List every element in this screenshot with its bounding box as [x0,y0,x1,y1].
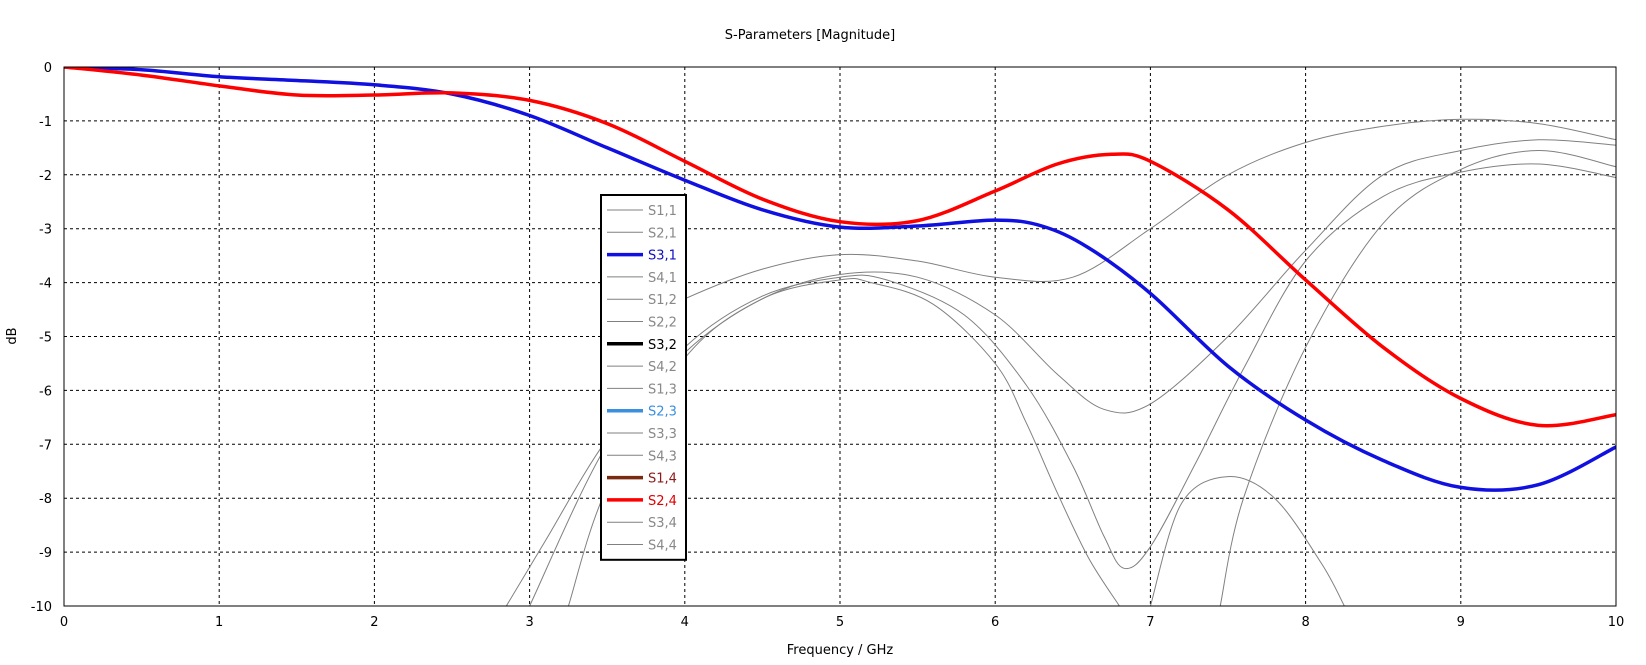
y-axis-label: dB [5,327,20,344]
legend-label: S4,2 [648,360,677,375]
x-tick-label: 5 [836,615,844,630]
legend-label: S2,3 [648,405,677,420]
legend-item-s3-3[interactable]: S3,3 [607,427,677,442]
x-tick-label: 6 [991,615,999,630]
chart-title: S-Parameters [Magnitude] [725,28,896,43]
legend-item-s3-4[interactable]: S3,4 [607,516,677,531]
legend-label: S3,2 [648,338,677,353]
y-tick-label: -2 [39,169,52,184]
legend-item-s1-1[interactable]: S1,1 [607,204,677,219]
y-tick-label: -6 [39,384,52,399]
x-tick-label: 7 [1146,615,1154,630]
legend-label: S3,4 [648,516,677,531]
y-tick-label: -9 [39,546,52,561]
x-axis-label: Frequency / GHz [787,643,894,658]
series-line-s2-2 [1219,149,1616,606]
legend-item-s1-2[interactable]: S1,2 [607,293,677,308]
y-tick-label: 0 [44,61,52,76]
legend-item-s4-2[interactable]: S4,2 [607,360,677,375]
legend-item-s4-1[interactable]: S4,1 [607,271,677,286]
legend-item-s3-2[interactable]: S3,2 [607,338,677,353]
plot-frame [63,66,1617,607]
legend-label: S1,2 [648,293,677,308]
y-tick-label: -8 [39,492,52,507]
x-tick-label: 8 [1301,615,1309,630]
legend-item-s2-3[interactable]: S2,3 [607,405,677,420]
legend-item-s3-1[interactable]: S3,1 [607,249,677,264]
y-tick-label: -1 [39,115,52,130]
legend-label: S4,3 [648,449,677,464]
tick-labels: 0 1 2 3 4 5 6 7 8 9 10 0 -1 -2 -3 -4 -5 -6 -7 -8 -9 -10 [31,61,1625,630]
series-line-s4-1 [529,139,1616,606]
legend-item-s1-4[interactable]: S1,4 [607,472,677,487]
legend-item-s4-3[interactable]: S4,3 [607,449,677,464]
x-tick-label: 3 [525,615,533,630]
x-tick-label: 0 [60,615,68,630]
series-line-s4-2 [1149,476,1345,606]
series-group [64,67,1616,606]
legend-label: S1,1 [648,204,677,219]
series-line-s2-4 [64,67,1616,428]
x-tick-label: 2 [370,615,378,630]
legend-item-s2-4[interactable]: S2,4 [607,494,677,509]
legend-item-s1-3[interactable]: S1,3 [607,382,677,397]
grid [64,67,1616,606]
legend-item-s2-1[interactable]: S2,1 [607,226,677,241]
legend-label: S3,3 [648,427,677,442]
x-tick-label: 4 [681,615,689,630]
legend-item-s2-2[interactable]: S2,2 [607,316,677,331]
legend-label: S2,4 [648,494,677,509]
legend[interactable]: S1,1 S2,1 S3,1 S4,1 S1,2 S2,2 S3,2 S4,2 S1,3 S2,3… [600,194,687,561]
x-tick-label: 10 [1608,615,1625,630]
legend-label: S1,4 [648,472,677,487]
y-tick-label: -7 [39,438,52,453]
legend-label: S3,1 [648,249,677,264]
y-tick-label: -3 [39,223,52,238]
legend-label: S2,1 [648,226,677,241]
legend-item-s4-4[interactable]: S4,4 [607,539,677,554]
series-line-s3-1 [64,67,1616,492]
series-line-s1-2 [622,118,1616,332]
y-tick-label: -4 [39,277,52,292]
legend-label: S4,4 [648,539,677,554]
legend-label: S2,2 [648,316,677,331]
x-tick-label: 1 [215,615,223,630]
x-tick-label: 9 [1457,615,1465,630]
legend-label: S1,3 [648,382,677,397]
y-tick-label: -10 [31,600,52,615]
legend-label: S4,1 [648,271,677,286]
y-tick-label: -5 [39,331,52,346]
